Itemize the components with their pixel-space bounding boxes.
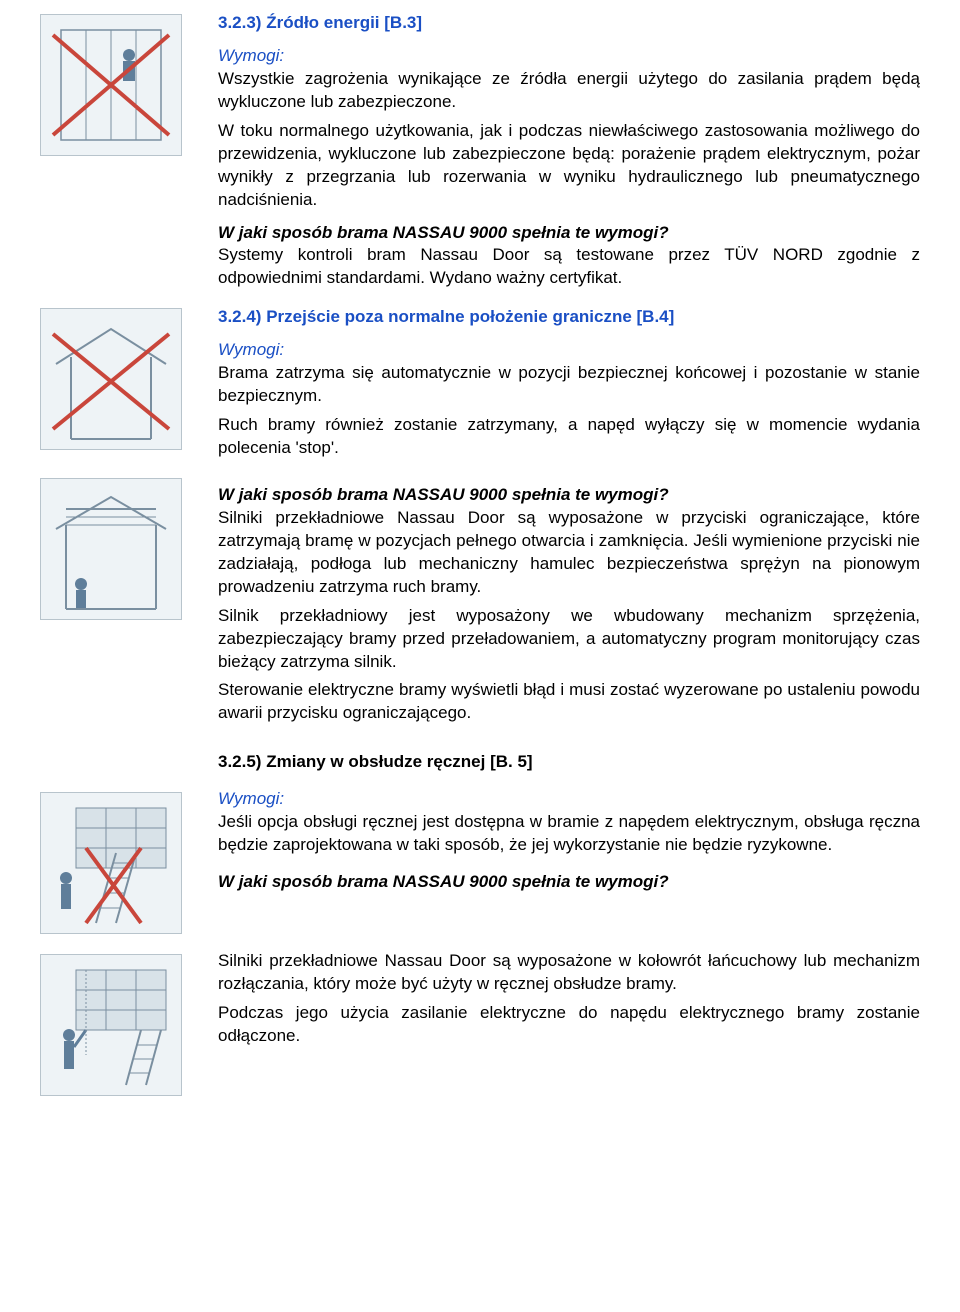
section-heading-b3: 3.2.3) Źródło energii [B.3] [218, 12, 920, 35]
how-text-1: Silniki przekładniowe Nassau Door są wyp… [218, 507, 920, 599]
requirements-label: Wymogi: [218, 339, 920, 362]
illustration-gate-open [40, 478, 182, 620]
requirements-text-2: Ruch bramy również zostanie zatrzymany, … [218, 414, 920, 460]
how-label: W jaki sposób brama NASSAU 9000 spełnia … [218, 871, 920, 894]
how-text: Systemy kontroli bram Nassau Door są tes… [218, 244, 920, 290]
how-label: W jaki sposób brama NASSAU 9000 spełnia … [218, 222, 920, 245]
hazard-illustration-ladder [40, 792, 182, 934]
requirements-text-2: W toku normalnego użytkowania, jak i pod… [218, 120, 920, 212]
requirements-text: Wszystkie zagrożenia wynikające ze źródł… [218, 68, 920, 114]
how-text-2: Silnik przekładniowy jest wyposażony we … [218, 605, 920, 674]
section-heading-b4: 3.2.4) Przejście poza normalne położenie… [218, 306, 920, 329]
requirements-label: Wymogi: [218, 45, 920, 68]
how-label: W jaki sposób brama NASSAU 9000 spełnia … [218, 484, 920, 507]
section-heading-b5: 3.2.5) Zmiany w obsłudze ręcznej [B. 5] [218, 751, 920, 774]
hazard-illustration-limit [40, 308, 182, 450]
hazard-illustration-energy [40, 14, 182, 156]
how-text-3: Sterowanie elektryczne bramy wyświetli b… [218, 679, 920, 725]
requirements-text: Jeśli opcja obsługi ręcznej jest dostępn… [218, 811, 920, 857]
illustration-manual-ok [40, 954, 182, 1096]
requirements-label: Wymogi: [218, 788, 920, 811]
how-text-2: Podczas jego użycia zasilanie elektryczn… [218, 1002, 920, 1048]
requirements-text: Brama zatrzyma się automatycznie w pozyc… [218, 362, 920, 408]
how-text-1: Silniki przekładniowe Nassau Door są wyp… [218, 950, 920, 996]
